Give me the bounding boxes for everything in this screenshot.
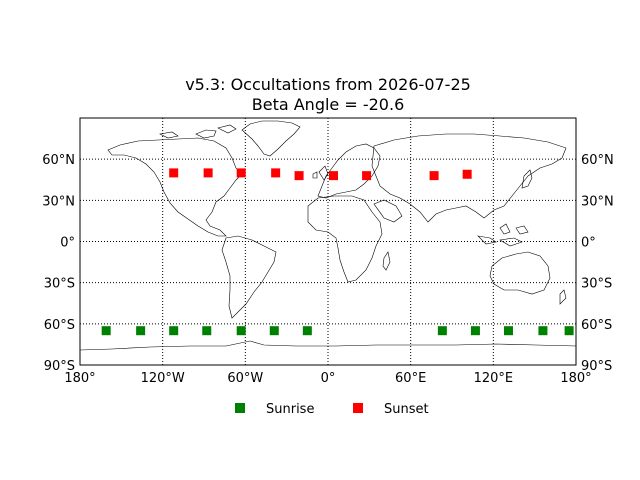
y-tick-label-right: 30°N [581, 194, 614, 209]
grid-lines [80, 118, 576, 365]
chart-subtitle: Beta Angle = -20.6 [252, 95, 405, 114]
sunset-marker [362, 171, 372, 181]
sunset-marker [271, 168, 281, 178]
plot-area [79, 117, 577, 366]
sunrise-marker [564, 326, 574, 336]
x-tick-label: 0° [321, 371, 336, 386]
y-tick-label-right: 0° [581, 236, 596, 251]
sunrise-marker [437, 326, 447, 336]
y-tick-label-left: 30°S [44, 277, 75, 292]
coastline-europe [317, 143, 381, 199]
plot-frame [79, 117, 577, 366]
sunrise-marker [470, 326, 480, 336]
coastline-africa [307, 195, 383, 283]
sunset-marker [429, 171, 439, 181]
y-tick-label-right: 60°N [581, 153, 614, 168]
legend-sunset-marker [353, 403, 363, 413]
legend-sunrise-marker [235, 403, 245, 413]
coastline-japan [521, 169, 533, 189]
sunrise-marker [503, 326, 513, 336]
sunrise-marker [236, 326, 246, 336]
sunrise-marker [538, 326, 548, 336]
sunrise-series [101, 326, 574, 336]
x-tick-label: 60°E [395, 371, 426, 386]
x-tick-label: 180° [64, 371, 95, 386]
legend: Sunrise Sunset [235, 402, 429, 417]
coastline-map [79, 120, 577, 351]
y-tick-label-right: 90°S [581, 359, 612, 374]
chart-title: v5.3: Occultations from 2026-07-25 [185, 75, 471, 94]
sunrise-marker [269, 326, 279, 336]
sunrise-marker [101, 326, 111, 336]
y-tick-label-right: 30°S [581, 277, 612, 292]
coastline-arctic-islands [159, 124, 237, 139]
y-tick-label-left: 60°N [42, 153, 75, 168]
y-tick-label-left: 30°N [42, 194, 75, 209]
x-tick-label: 180° [560, 371, 591, 386]
legend-sunset-label: Sunset [384, 402, 429, 417]
y-axis-left: 90°S 60°S 30°S 0° 30°N 60°N [42, 153, 75, 374]
y-tick-label-left: 0° [60, 236, 75, 251]
x-tick-label: 60°W [227, 371, 263, 386]
legend-sunrise-label: Sunrise [266, 402, 314, 417]
sunset-marker [236, 168, 246, 178]
y-tick-label-left: 90°S [44, 359, 75, 374]
sunrise-marker [202, 326, 212, 336]
coastline-south-america [221, 235, 277, 319]
y-axis-right: 90°S 60°S 30°S 0° 30°N 60°N [581, 153, 614, 374]
coastline-british-isles [312, 165, 329, 181]
y-tick-label-left: 60°S [44, 318, 75, 333]
sunset-series [169, 168, 472, 181]
sunset-marker [462, 169, 472, 179]
coastline-madagascar [382, 251, 391, 271]
coastline-antarctica [79, 340, 577, 351]
coastline-greenland [241, 120, 301, 157]
x-tick-label: 120°E [474, 371, 514, 386]
coastline-new-zealand [559, 289, 567, 305]
coastline-asia [371, 133, 567, 223]
sunset-marker [329, 171, 339, 181]
sunset-marker [169, 168, 179, 178]
x-tick-label: 120°W [141, 371, 185, 386]
x-axis: 180° 120°W 60°W 0° 60°E 120°E 180° [64, 371, 591, 386]
y-tick-label-right: 60°S [581, 318, 612, 333]
sunrise-marker [302, 326, 312, 336]
coastline-australia [489, 251, 551, 295]
sunset-marker [203, 168, 213, 178]
coastline-north-america [107, 137, 243, 237]
sunrise-marker [169, 326, 179, 336]
sunrise-marker [136, 326, 146, 336]
sunset-marker [294, 171, 304, 181]
